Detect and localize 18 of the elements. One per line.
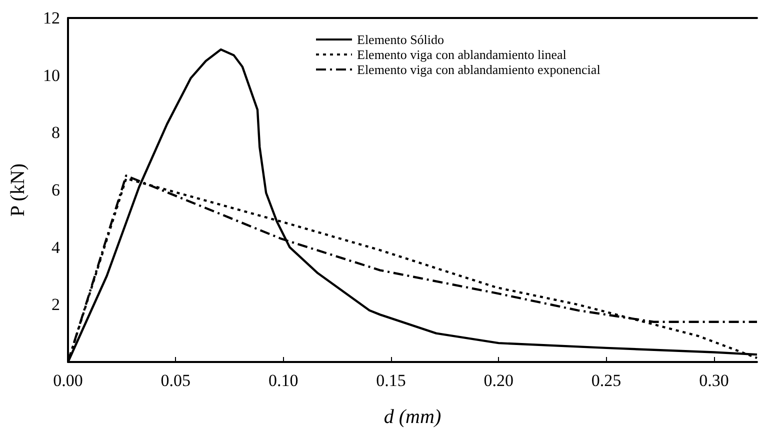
x-tick-label: 0.10 (268, 371, 298, 390)
x-tick-label: 0.20 (484, 371, 514, 390)
y-tick-label: 2 (52, 295, 60, 314)
y-tick-label: 8 (52, 123, 60, 142)
y-tick-label: 12 (43, 8, 60, 28)
x-tick-label: 0.15 (376, 371, 406, 390)
legend-label: Elemento viga con ablandamiento exponencial (357, 62, 601, 77)
x-axis-title: d (mm) (384, 406, 442, 428)
y-tick-label: 4 (52, 238, 60, 257)
y-axis-title: P (kN) (7, 163, 29, 217)
x-tick-label: 0.25 (591, 371, 622, 390)
x-tick-label: 0.05 (160, 371, 191, 390)
x-tick-label: 0.00 (53, 371, 83, 390)
y-tick-label: 6 (52, 180, 60, 200)
legend-label: Elemento viga con ablandamiento lineal (357, 47, 567, 62)
x-tick-label: 0.30 (699, 371, 729, 390)
y-tick-label: 10 (43, 66, 60, 85)
legend-label: Elemento Sólido (357, 32, 444, 47)
